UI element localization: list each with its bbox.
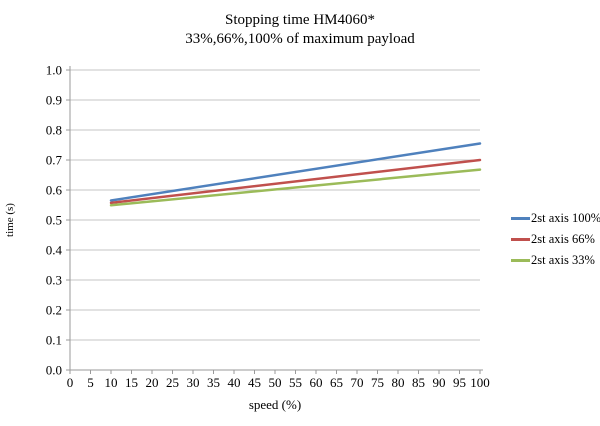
chart-title: Stopping time HM4060* xyxy=(224,12,375,28)
x-tick-label: 60 xyxy=(310,375,323,390)
x-tick-label: 35 xyxy=(207,375,220,390)
x-tick-label: 95 xyxy=(453,375,466,390)
legend-label: 2st axis 100% xyxy=(531,211,600,225)
x-tick-label: 25 xyxy=(166,375,179,390)
legend-item: 2st axis 100% xyxy=(511,208,600,229)
x-tick-label: 90 xyxy=(433,375,446,390)
y-tick-label: 0.4 xyxy=(46,243,63,258)
legend-line-marker xyxy=(511,238,530,241)
chart-subtitle: 33%,66%,100% of maximum payload xyxy=(185,31,415,47)
y-tick-label: 0.9 xyxy=(46,93,62,108)
chart-title-block: Stopping time HM4060* 33%,66%,100% of ma… xyxy=(0,11,600,49)
x-tick-label: 10 xyxy=(105,375,118,390)
legend-line-marker xyxy=(511,217,530,220)
y-axis-title: time (s) xyxy=(4,203,16,237)
series-line-2st-axis-66- xyxy=(109,158,482,205)
x-tick-label: 70 xyxy=(351,375,364,390)
x-tick-label: 65 xyxy=(330,375,343,390)
y-tick-label: 0.2 xyxy=(46,303,62,318)
y-tick-label: 0.1 xyxy=(46,333,62,348)
legend-item: 2st axis 33% xyxy=(511,250,600,271)
y-tick-label: 0.7 xyxy=(46,153,63,168)
legend-label: 2st axis 66% xyxy=(531,232,595,246)
legend-item: 2st axis 66% xyxy=(511,229,600,250)
x-tick-label: 40 xyxy=(228,375,241,390)
x-tick-label: 30 xyxy=(187,375,200,390)
legend-label: 2st axis 33% xyxy=(531,253,595,267)
x-tick-label: 100 xyxy=(470,375,490,390)
y-tick-label: 0.5 xyxy=(46,213,62,228)
x-tick-label: 85 xyxy=(412,375,425,390)
series-line-2st-axis-100- xyxy=(109,142,482,202)
legend: 2st axis 100% 2st axis 66% 2st axis 33% xyxy=(511,208,600,271)
x-axis-title: speed (%) xyxy=(248,397,302,412)
y-tick-label: 0.6 xyxy=(46,183,63,198)
y-tick-label: 0.0 xyxy=(46,363,62,378)
x-tick-label: 80 xyxy=(392,375,405,390)
x-tick-label: 15 xyxy=(125,375,138,390)
y-tick-label: 0.8 xyxy=(46,123,62,138)
x-tick-label: 50 xyxy=(269,375,282,390)
legend-line-marker xyxy=(511,259,530,262)
x-tick-label: 20 xyxy=(146,375,159,390)
y-tick-label: 0.3 xyxy=(46,273,62,288)
x-tick-label: 75 xyxy=(371,375,384,390)
x-tick-label: 45 xyxy=(248,375,261,390)
series-line-2st-axis-33- xyxy=(109,168,482,207)
x-tick-label: 55 xyxy=(289,375,302,390)
y-tick-label: 1.0 xyxy=(46,63,62,78)
x-tick-label: 0 xyxy=(67,375,74,390)
x-tick-label: 5 xyxy=(87,375,94,390)
